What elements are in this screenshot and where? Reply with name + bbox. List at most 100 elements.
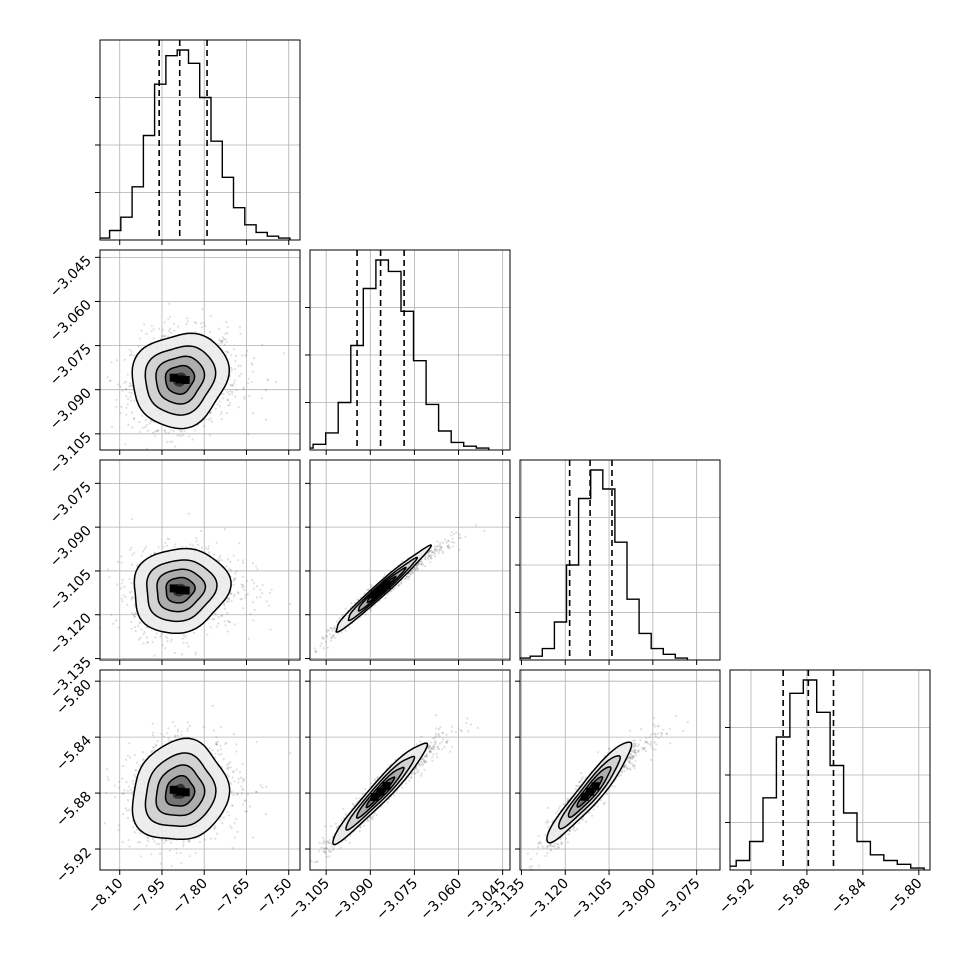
sample-point [128,348,131,352]
sample-point [282,352,285,355]
sample-point [300,773,302,775]
sample-point [138,430,141,433]
sample-point [218,342,221,345]
sample-point [162,545,165,548]
sample-point [180,434,183,437]
sample-point [120,555,123,558]
sample-point [128,548,132,551]
sample-point [95,360,97,362]
sample-point [140,628,143,631]
sample-point [433,548,437,551]
sample-point [124,388,127,391]
sample-point [229,560,232,564]
sample-point [230,592,233,596]
sample-point [117,383,120,386]
sample-point [131,518,134,521]
sample-point [240,372,243,375]
sample-point [174,445,177,448]
sample-point [134,612,138,615]
sample-point [417,563,420,567]
sample-point [126,603,129,606]
sample-point [134,776,137,779]
sample-point [173,322,176,325]
sample-point [214,756,217,759]
sample-point [124,380,127,383]
sample-point [195,322,198,325]
sample-point [450,541,454,544]
sample-point [159,635,162,638]
y-tick-label: −3.060 [47,297,95,345]
sample-point [138,337,141,340]
sample-point [328,633,331,636]
sample-point [322,636,325,639]
sample-point [412,571,415,575]
sample-point [133,354,136,357]
sample-point [137,345,140,348]
sample-point [251,412,255,415]
sample-point [251,579,254,582]
sample-point [139,832,142,835]
sample-point [152,746,155,749]
sample-point [242,788,245,791]
grid [520,460,720,660]
panel-frame [99,459,301,661]
sample-point [128,756,132,759]
sample-point [429,550,432,553]
sample-point [431,551,435,554]
sample-point [450,531,453,534]
sample-point [452,533,456,536]
sample-point [160,632,163,635]
sample-point [324,640,327,643]
sample-point [160,634,163,637]
sample-point [144,545,148,549]
sample-point [428,550,431,553]
sample-point [319,644,322,647]
sample-point [178,434,181,437]
sample-point [125,388,128,391]
sample-point [228,568,231,571]
sample-point [234,368,237,371]
sample-point [453,541,456,544]
sample-point [231,383,234,386]
sample-point [340,631,343,634]
sample-point [444,538,447,541]
sample-point [181,545,184,548]
sample-point [230,366,233,369]
sample-point [120,405,123,408]
sample-point [222,758,225,761]
sample-point [229,569,233,572]
sample-point [167,318,170,321]
sample-point [239,364,242,368]
sample-point [241,586,244,589]
sample-point [392,587,395,590]
sample-point [228,761,232,764]
sample-point [150,330,153,333]
histogram-panel-4: −5.92 −5.88 −5.84 −5.80 [716,669,931,917]
sample-point [231,804,234,807]
sample-point [417,562,420,565]
sample-point [390,590,393,593]
contour-line [146,559,218,623]
sample-point [232,579,235,582]
sample-point [405,576,408,579]
sample-point [445,541,448,544]
sample-point [435,545,438,548]
sample-point [184,635,187,638]
sample-point [400,560,403,563]
sample-point [141,414,144,417]
sample-point [403,577,407,580]
sample-point [125,406,128,409]
sample-point [132,613,135,617]
sample-point [133,417,136,420]
contour-line [335,544,433,633]
sample-point [369,583,372,586]
sample-point [183,430,186,433]
sample-point [350,601,353,605]
sample-point [140,329,143,332]
histogram-panel-1 [95,39,301,245]
sample-point [108,576,111,579]
sample-point [414,567,417,571]
sample-point [424,555,427,559]
sample-point [182,641,185,644]
density-bin [175,585,184,594]
